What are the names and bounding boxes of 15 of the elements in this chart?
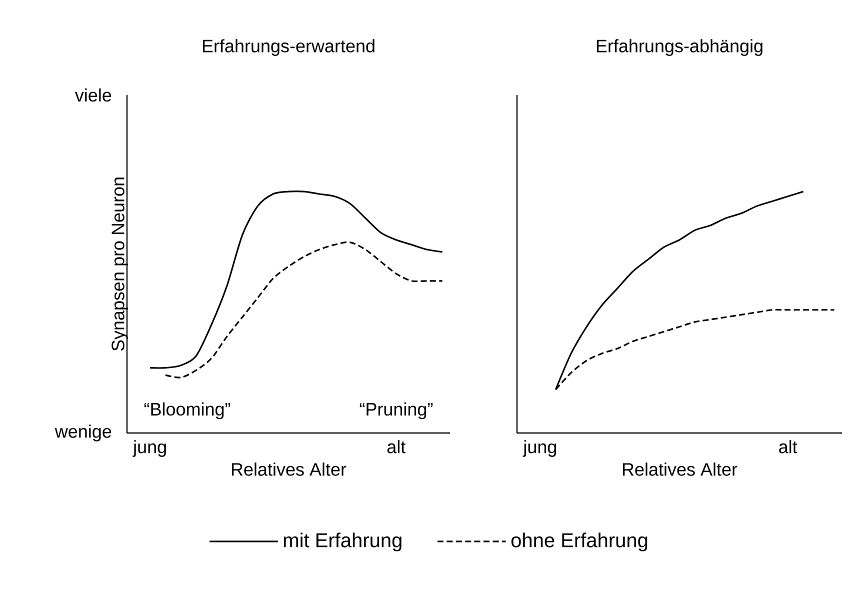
legend-label: mit Erfahrung <box>284 532 402 552</box>
annotation: “Pruning” <box>360 402 433 420</box>
x-tick-label: jung <box>132 440 166 457</box>
x-tick-label: alt <box>387 440 406 454</box>
x-axis-title: Relatives Alter <box>622 462 738 476</box>
y-axis-title: Synapsen pro Neuron <box>112 178 128 351</box>
chart-title: Erfahrungs-abhängig <box>596 39 762 56</box>
chart-title: Erfahrungs-erwartend <box>202 39 374 56</box>
legend-label: ohne Erfahrung <box>511 532 648 552</box>
text: wenige <box>54 424 112 442</box>
text: viele <box>74 88 112 102</box>
x-tick-label: jung <box>522 440 556 457</box>
x-axis-title: Relatives Alter <box>232 462 346 476</box>
annotation: “Blooming” <box>144 402 230 420</box>
x-tick-label: alt <box>779 440 798 454</box>
